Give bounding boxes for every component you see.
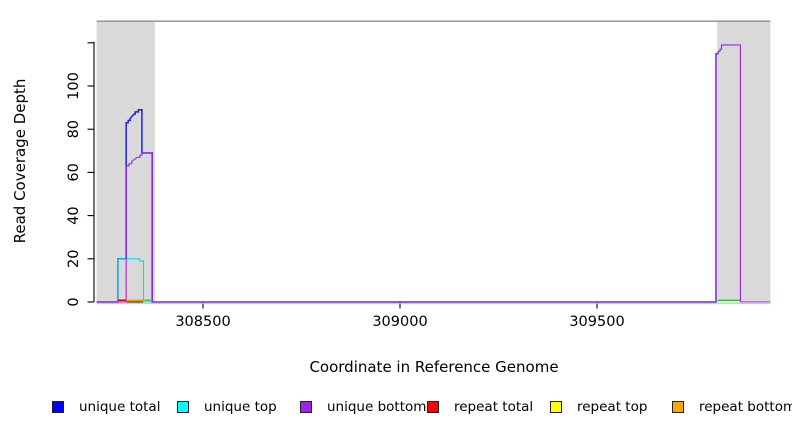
legend-label: unique top <box>204 399 277 415</box>
y-tick-label: 40 <box>66 206 82 224</box>
legend-label: unique total <box>79 399 161 415</box>
series-line-unique-total <box>96 52 719 303</box>
y-tick-label: 80 <box>66 120 82 138</box>
highlight-region-1 <box>717 21 771 302</box>
legend-item-repeat-total: repeat total <box>427 399 533 415</box>
plot-canvas: 0 20 40 60 80 100 308500 309000 309500 <box>66 20 771 330</box>
legend-swatch-icon <box>177 401 189 413</box>
legend-swatch-icon <box>550 401 562 413</box>
legend-label: repeat bottom <box>699 399 792 415</box>
y-tick-label: 0 <box>66 297 82 306</box>
legend-swatch-icon <box>427 401 439 413</box>
series-line-unique-bottom <box>96 44 771 303</box>
legend-item-repeat-top: repeat top <box>550 399 647 415</box>
x-axis-title: Coordinate in Reference Genome <box>309 358 559 376</box>
y-axis-title: Read Coverage Depth <box>11 78 29 244</box>
legend-item-repeat-bottom: repeat bottom <box>672 399 792 415</box>
x-tick-label: 308500 <box>175 314 230 330</box>
legend-item-unique-total: unique total <box>52 399 160 415</box>
y-tick-label: 100 <box>66 72 82 100</box>
legend-label: unique bottom <box>327 399 427 415</box>
series-line-unique-top <box>96 258 771 303</box>
legend-swatch-icon <box>300 401 312 413</box>
x-tick-label: 309500 <box>569 314 624 330</box>
y-tick-label: 60 <box>66 163 82 181</box>
legend-item-unique-top: unique top <box>177 399 277 415</box>
legend-label: repeat total <box>454 399 534 415</box>
x-tick-label: 309000 <box>372 314 427 330</box>
legend-label: repeat top <box>577 399 648 415</box>
legend-item-unique-bottom: unique bottom <box>300 399 426 415</box>
legend-swatch-icon <box>672 401 684 413</box>
legend-swatch-icon <box>52 401 64 413</box>
y-tick-label: 20 <box>66 250 82 268</box>
legend: unique total unique top unique bottom repea… <box>0 399 792 421</box>
